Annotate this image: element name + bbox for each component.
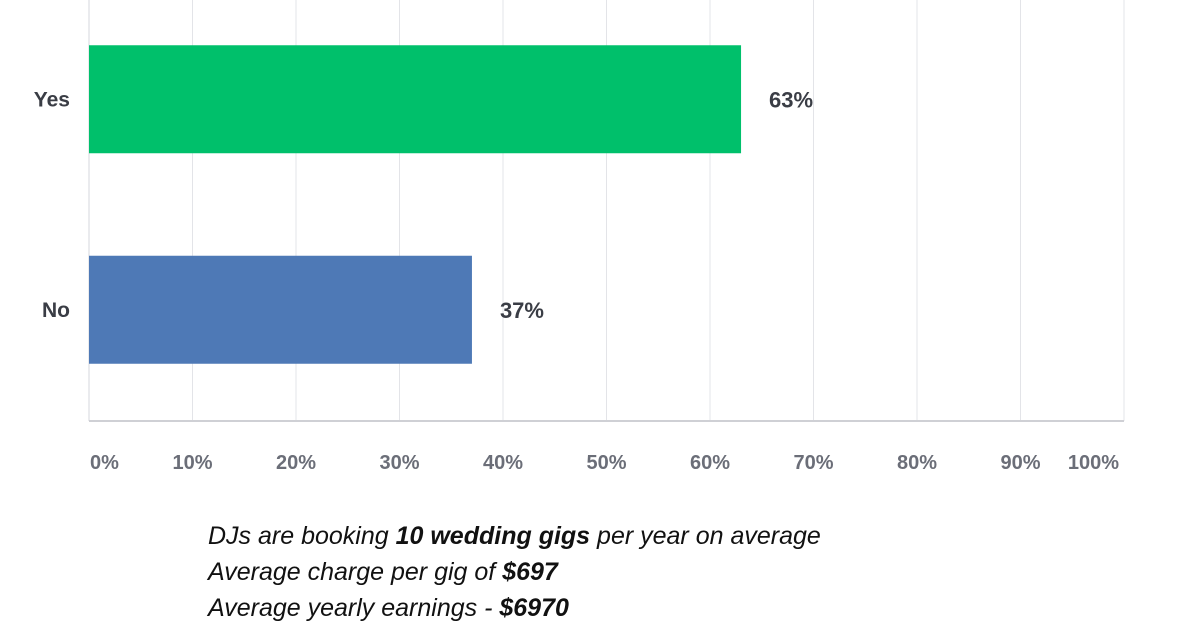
- bar-chart: Yes 63% No 37% 0% 10% 20% 30% 40% 50% 60% 70% 80% 90…: [34, 0, 1125, 474]
- category-label-yes: Yes: [34, 88, 70, 111]
- bar-no: [89, 255, 472, 364]
- note-charge-per-gig: Average charge per gig of $697: [208, 554, 821, 590]
- note-gigs-value: 10 wedding gigs: [395, 522, 591, 550]
- x-tick-label: 30%: [379, 452, 419, 474]
- bars: Yes 63% No 37%: [34, 45, 813, 364]
- x-tick-label: 40%: [483, 452, 523, 474]
- x-tick-label: 50%: [586, 452, 626, 474]
- note-gigs-text: DJs are booking: [208, 522, 396, 550]
- x-tick-label: 10%: [172, 452, 212, 474]
- x-tick-label: 70%: [793, 452, 833, 474]
- category-label-no: No: [42, 299, 70, 322]
- note-gigs-suffix: per year on average: [590, 522, 821, 550]
- x-tick-label: 20%: [276, 452, 316, 474]
- x-tick-label: 80%: [897, 452, 937, 474]
- x-tick-label: 90%: [1000, 452, 1040, 474]
- note-earnings-text: Average yearly earnings -: [208, 594, 500, 622]
- note-gigs-per-year: DJs are booking 10 wedding gigs per year…: [208, 518, 821, 554]
- x-axis-ticks: 0% 10% 20% 30% 40% 50% 60% 70% 80% 90% 100%: [90, 452, 1119, 474]
- bar-yes: [89, 45, 742, 154]
- note-charge-text: Average charge per gig of: [208, 558, 503, 586]
- value-label-yes: 63%: [769, 87, 813, 112]
- summary-notes: DJs are booking 10 wedding gigs per year…: [208, 518, 821, 626]
- x-tick-label: 60%: [690, 452, 730, 474]
- note-earnings-value: $6970: [499, 594, 569, 622]
- note-yearly-earnings: Average yearly earnings - $6970: [208, 590, 821, 626]
- note-charge-value: $697: [502, 558, 558, 586]
- x-tick-label: 0%: [90, 452, 119, 474]
- value-label-no: 37%: [500, 298, 544, 323]
- x-tick-label: 100%: [1068, 452, 1119, 474]
